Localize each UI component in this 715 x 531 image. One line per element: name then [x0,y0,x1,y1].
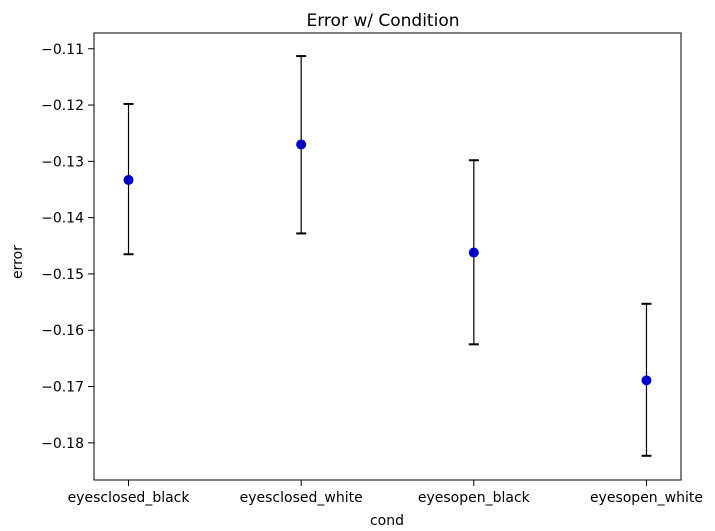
y-tick-label: −0.18 [41,436,84,452]
x-tick-label: eyesclosed_white [240,490,363,506]
x-tick-label: eyesclosed_black [68,490,191,506]
y-tick-label: −0.12 [41,98,84,114]
plot-frame [93,32,682,481]
x-axis-label: cond [370,513,404,529]
y-tick-label: −0.14 [41,211,84,227]
y-tick-label: −0.13 [41,154,84,170]
data-point [468,247,479,258]
data-point [123,174,134,185]
x-tick-label: eyesopen_white [590,490,703,506]
y-tick-label: −0.11 [41,42,84,58]
y-tick-label: −0.16 [41,323,84,339]
chart-title: Error w/ Condition [307,11,460,31]
y-tick-label: −0.17 [41,380,84,396]
x-tick-label: eyesopen_black [418,490,531,506]
data-point [641,375,652,386]
y-axis-label: error [10,245,26,279]
data-point [296,139,307,150]
y-tick-label: −0.15 [41,267,84,283]
